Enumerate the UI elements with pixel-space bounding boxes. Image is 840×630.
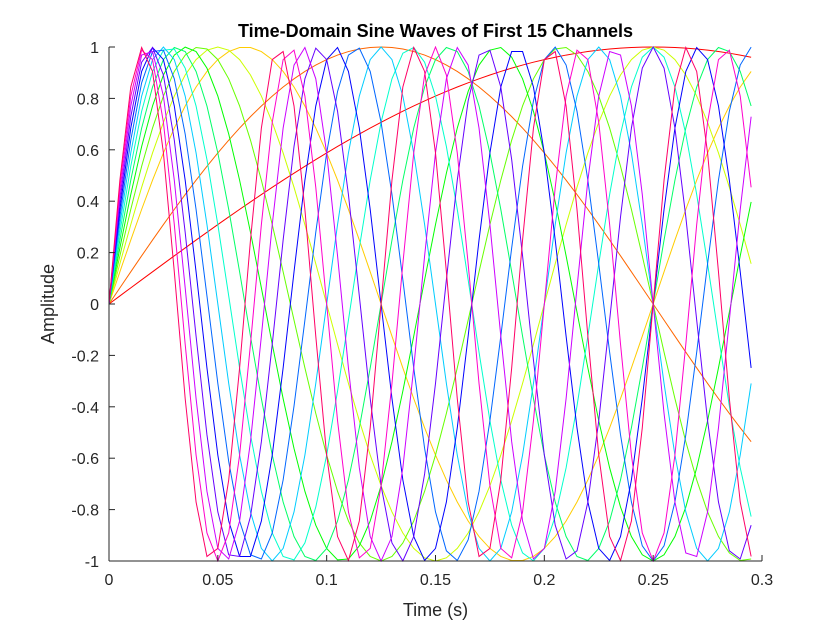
series-line-6hz [109, 46, 752, 562]
x-tick-label: 0.1 [316, 572, 338, 589]
x-tick-label: 0.2 [533, 572, 555, 589]
y-tick-label: -1 [85, 554, 99, 571]
series-line-14hz [109, 46, 752, 562]
y-tick-label: 0 [90, 297, 99, 314]
series-line-15hz [109, 46, 752, 562]
x-axis-label: Time (s) [403, 600, 468, 620]
series-line-4hz [109, 47, 752, 561]
series-line-2hz [109, 46, 752, 443]
y-tick-label: -0.6 [71, 451, 99, 468]
x-tick-label: 0.05 [202, 572, 233, 589]
y-tick-label: 0.4 [77, 194, 99, 211]
x-tick-label: 0.25 [638, 572, 669, 589]
series-line-9hz [109, 46, 752, 562]
y-tick-label: 0.2 [77, 246, 99, 263]
y-axis-label: Amplitude [38, 264, 58, 344]
series-line-13hz [109, 46, 752, 562]
y-tick-label: 0.8 [77, 91, 99, 108]
series-line-16hz [109, 46, 752, 562]
series-line-5hz [109, 46, 752, 562]
x-tick-label: 0.15 [420, 572, 451, 589]
y-tick-label: 0.6 [77, 143, 99, 160]
y-tick-label: -0.2 [71, 348, 99, 365]
chart-title: Time-Domain Sine Waves of First 15 Chann… [238, 21, 633, 41]
series-line-1hz [109, 46, 752, 305]
series-line-8hz [109, 46, 752, 562]
series-line-7hz [109, 46, 752, 562]
axes-layer: 0 0.05 0.1 0.15 0.2 0.25 0.3 -1 -0.8 -0.6 -0.4 -0.2… [71, 40, 773, 589]
series-layer [109, 46, 752, 562]
y-tick-label: -0.8 [71, 503, 99, 520]
x-tick-label: 0 [105, 572, 114, 589]
series-line-12hz [109, 46, 752, 562]
y-tick-label: 1 [90, 40, 99, 57]
x-tick-label: 0.3 [751, 572, 773, 589]
y-tick-label: -0.4 [71, 400, 99, 417]
series-line-10hz [109, 46, 752, 562]
series-line-11hz [109, 46, 752, 562]
